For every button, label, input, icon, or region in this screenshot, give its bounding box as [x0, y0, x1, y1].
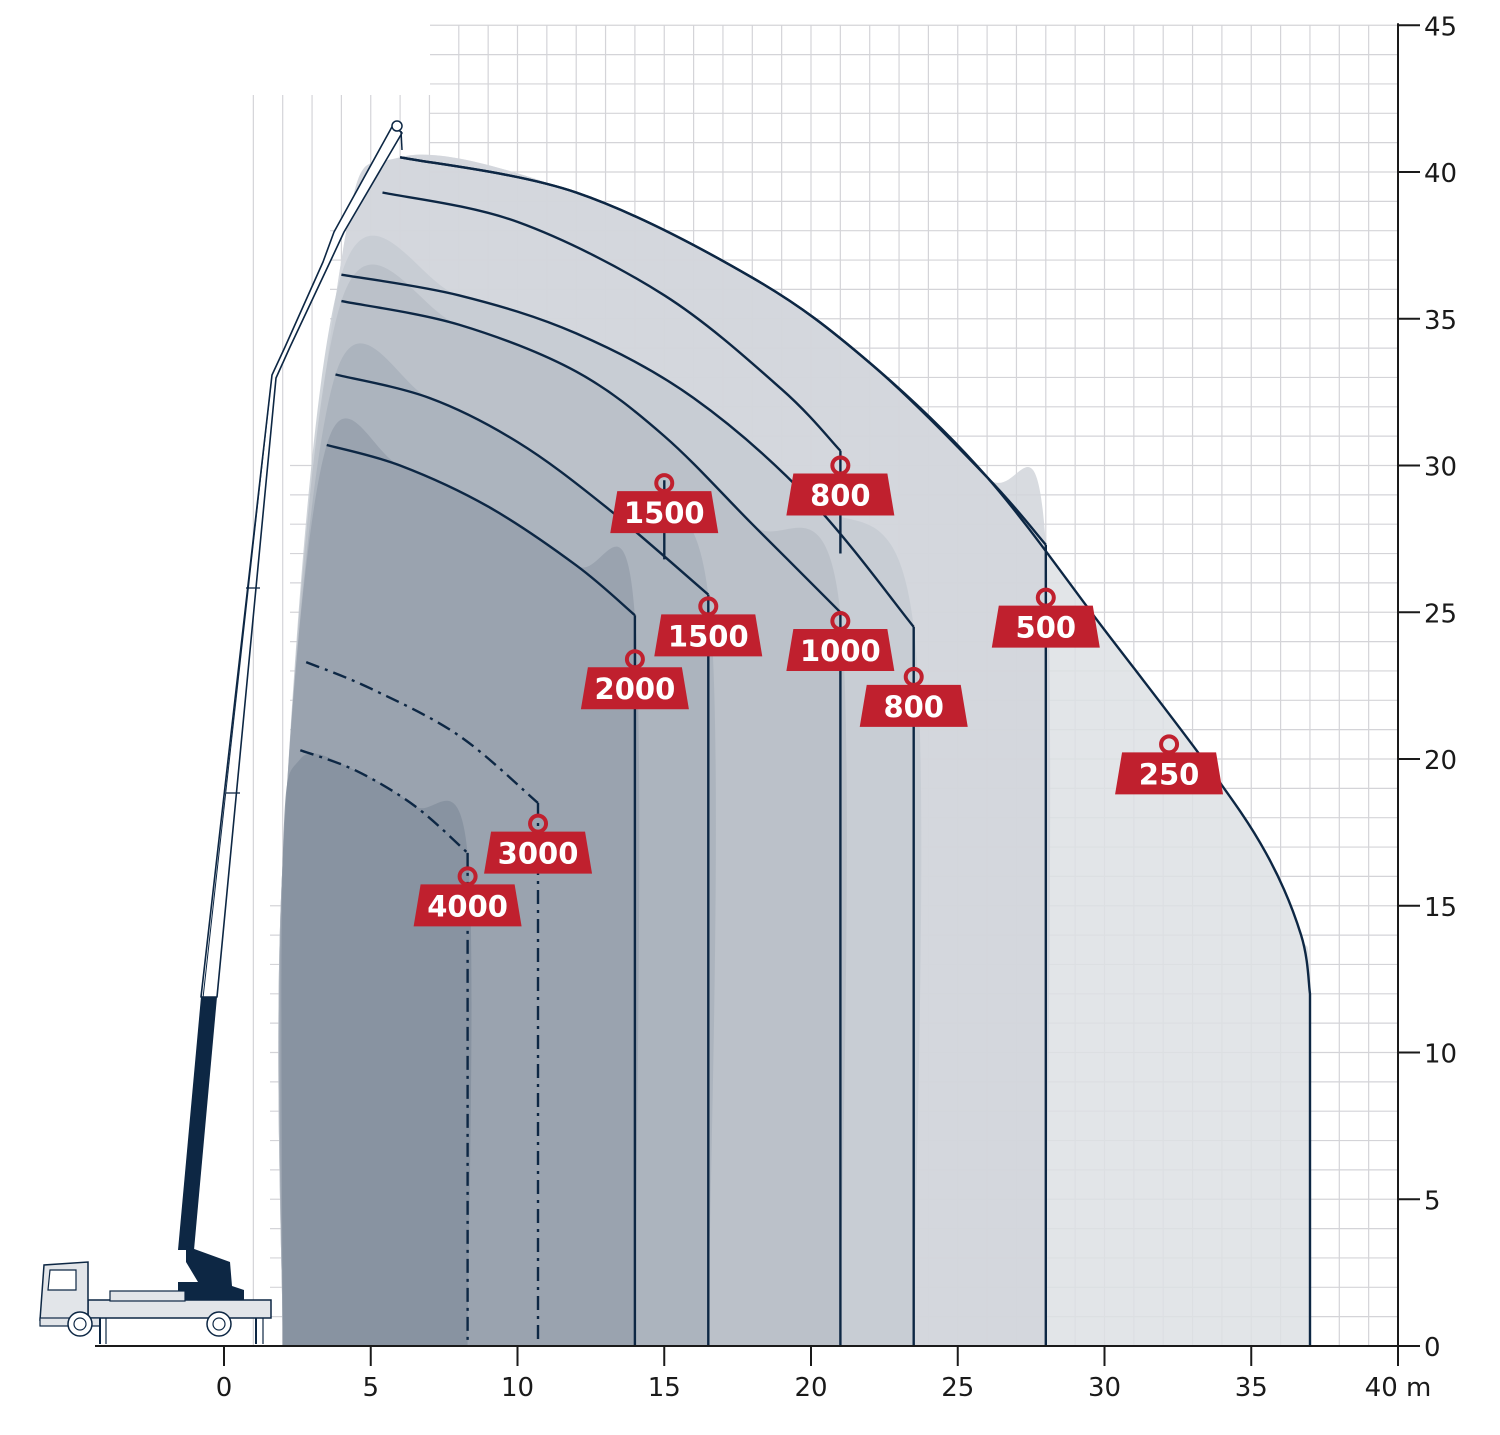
weight-value: 800 [810, 479, 871, 513]
load-curve-2000 [326, 443, 637, 1346]
boom-upper-section [200, 124, 403, 998]
boom-seam [202, 374, 273, 999]
load-curve-3000 [305, 660, 540, 1346]
weight-body [786, 629, 895, 672]
y-axis: 0 5 10 15 20 25 30 35 40 45 [1397, 12, 1457, 1363]
y-tick-label: 30 [1424, 453, 1457, 483]
rear-wheel [206, 1311, 232, 1337]
load-curve-4000 [299, 749, 469, 1346]
boom-base-section [178, 997, 217, 1250]
weight-value: 250 [1139, 757, 1200, 791]
x-tick-label: 40 m [1365, 1373, 1432, 1403]
x-tick-label: 10 [501, 1373, 534, 1403]
load-curve-1500 [335, 373, 710, 1346]
cab-window [47, 1269, 77, 1291]
x-tick-label: 5 [362, 1373, 379, 1403]
turret [178, 1246, 244, 1300]
x-tick-label: 35 [1235, 1373, 1268, 1403]
weight-value: 3000 [498, 837, 579, 871]
y-tick-label: 5 [1424, 1186, 1441, 1216]
y-tick-label: 20 [1424, 746, 1457, 776]
load-zone [281, 753, 472, 1346]
boom-tip-pulley [391, 120, 403, 132]
crane-truck-illustration [39, 120, 403, 1344]
weight-body [1115, 752, 1224, 795]
weight-value: 800 [883, 690, 944, 724]
weight-body [859, 684, 968, 727]
weight-label-250: 250 [1115, 734, 1224, 795]
weight-label-3000: 3000 [484, 813, 593, 874]
x-tick-label: 15 [648, 1373, 681, 1403]
truck-box [109, 1290, 186, 1302]
y-tick-label: 0 [1424, 1333, 1441, 1363]
weight-value: 500 [1016, 611, 1077, 645]
load-curve-500 [399, 156, 1047, 1346]
y-tick-label: 15 [1424, 893, 1457, 923]
load-curve-800 [341, 273, 915, 1346]
weight-label-2000: 2000 [580, 649, 689, 710]
x-tick-label: 30 [1088, 1373, 1121, 1403]
weight-body [991, 605, 1100, 648]
y-tick-label: 25 [1424, 599, 1457, 629]
weight-label-800: 800 [859, 666, 968, 727]
weight-label-1000: 1000 [786, 611, 895, 672]
y-tick-label: 35 [1424, 306, 1457, 336]
weight-label-1500: 1500 [610, 473, 719, 534]
truck-bed [87, 1299, 272, 1319]
y-tick-label: 40 [1424, 159, 1457, 189]
y-tick-label: 45 [1424, 12, 1457, 42]
load-curves [299, 156, 1312, 1346]
hook-line [400, 130, 403, 151]
weight-value: 4000 [427, 889, 508, 923]
y-tick-label: 10 [1424, 1040, 1457, 1070]
x-tick-label: 25 [941, 1373, 974, 1403]
weight-label-500: 500 [991, 587, 1100, 648]
x-tick-label: 20 [794, 1373, 827, 1403]
weight-body [786, 473, 895, 516]
weight-label-4000: 4000 [413, 866, 522, 927]
load-zones [278, 154, 1311, 1346]
load-curve-1000 [341, 299, 842, 1346]
weight-value: 2000 [595, 672, 676, 706]
x-axis: 0 5 10 15 20 25 30 35 40 m [95, 1345, 1432, 1403]
weight-label-1500: 1500 [654, 596, 763, 657]
weight-label-800: 800 [786, 455, 895, 516]
weight-body [484, 831, 593, 874]
weight-body [654, 614, 763, 657]
front-wheel [67, 1311, 93, 1337]
weight-body [413, 884, 522, 927]
weight-body [610, 491, 719, 534]
weight-value: 1000 [800, 634, 881, 668]
weight-value: 1500 [624, 496, 705, 530]
weight-body [580, 667, 689, 710]
x-tick-label: 0 [216, 1373, 233, 1403]
weight-value: 1500 [668, 619, 749, 653]
